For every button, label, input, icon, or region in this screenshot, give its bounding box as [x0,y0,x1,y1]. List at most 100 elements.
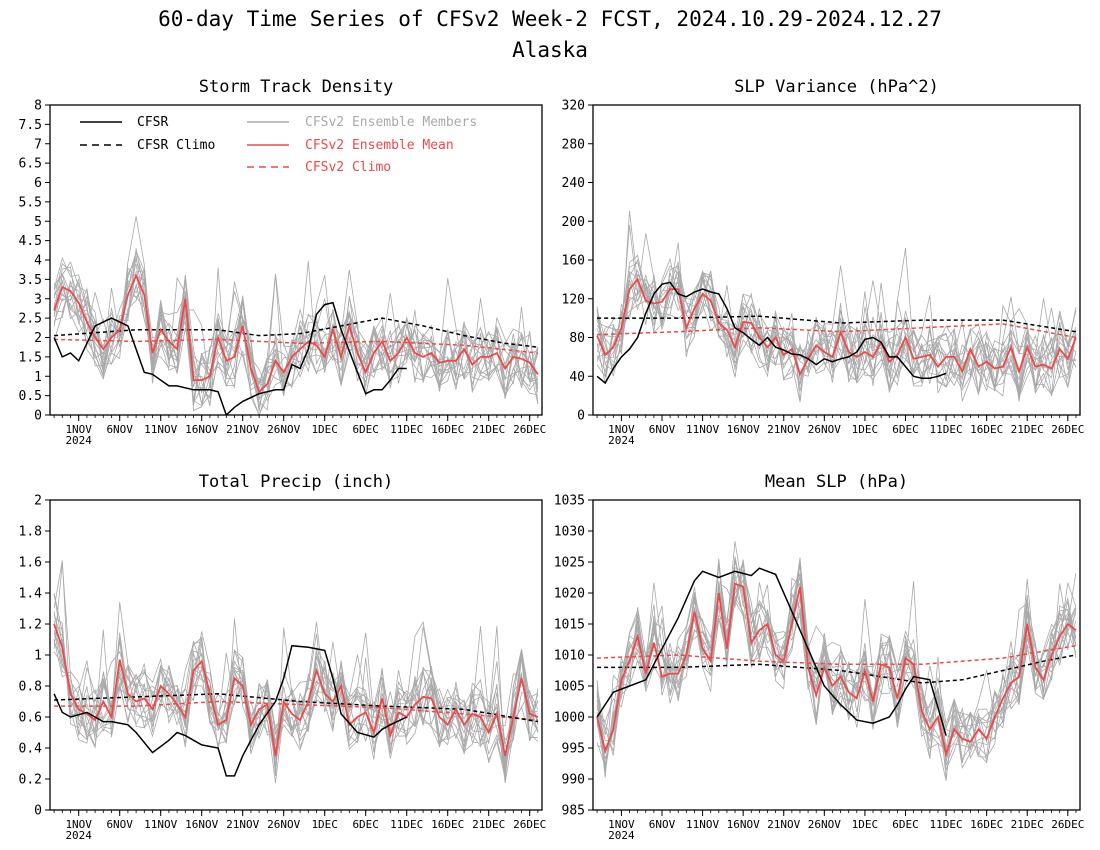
x-tick-label: 21NOV [226,423,259,436]
y-tick-label: 3 [34,292,42,307]
panel-title: Storm Track Density [199,77,393,97]
ensemble-member-line [596,265,1077,394]
y-tick-label: 160 [562,254,585,269]
x-tick-label: 26DEC [1051,818,1084,831]
y-tick-label: 8 [34,99,42,114]
x-tick-label: 1NOV [65,423,92,436]
ensemble-member-line [596,578,1077,756]
x-tick-label: 1NOV [65,818,92,831]
plot-frame [592,499,1081,811]
cfsv2-climo-line [54,700,538,721]
legend-ens-mean-label: CFSv2 Ensemble Mean [305,138,454,153]
x-year-label: 2024 [608,434,635,447]
ensemble-member-line [596,210,1077,387]
y-tick-label: 0.6 [19,711,42,726]
y-tick-label: 280 [562,137,585,152]
ensemble-member-line [596,261,1077,399]
y-tick-label: 1005 [554,680,585,695]
legend: CFSR CFSR Climo CFSv2 Ensemble Members C… [80,115,477,175]
plot-frame [49,499,543,811]
x-tick-label: 26DEC [1051,423,1084,436]
cfsv2-climo-line [54,338,538,354]
cfsv2-climo-line [597,644,1077,666]
cfsr-line [596,567,947,736]
x-tick-label: 21NOV [767,818,800,831]
panel-2: SLP Variance (hPa^2) 0 40 80 120 160 200 240 280… [562,77,1085,447]
x-tick-label: 11DEC [390,818,423,831]
x-tick-label: 6DEC [352,423,379,436]
y-tick-label: 2.5 [19,312,42,327]
y-tick-label: 200 [562,215,585,230]
x-tick-label: 16DEC [970,423,1003,436]
cfsr-line [53,644,408,777]
x-tick-label: 6NOV [649,423,676,436]
ensemble-member-line [53,262,539,412]
ensemble-member-line [53,256,539,411]
x-tick-label: 21NOV [767,423,800,436]
y-tick-label: 1.4 [19,587,43,602]
y-tick-label: 7.5 [19,118,42,133]
y-tick-label: 120 [562,292,585,307]
ensemble-mean-line [596,582,1077,758]
ensemble-mean-line [596,277,1077,377]
x-tick-label: 11NOV [686,818,719,831]
x-tick-label: 6NOV [649,818,676,831]
ensemble-mean-line [53,623,539,756]
x-tick-label: 6DEC [892,423,919,436]
panel-4: Mean SLP (hPa) 985 990 995 1000 1005 1010 1015 1… [554,472,1085,842]
x-tick-label: 11NOV [686,423,719,436]
x-tick-label: 11DEC [930,818,963,831]
x-tick-label: 16NOV [727,818,760,831]
cfsv2-climo-line [597,323,1077,339]
plot-area [53,560,539,784]
cfsr-line [53,301,407,415]
ensemble-member-line [596,233,1077,402]
y-tick-label: 1030 [554,525,585,540]
x-tick-label: 26DEC [513,423,546,436]
y-tick-label: 7 [34,137,42,152]
x-tick-label: 16DEC [970,818,1003,831]
panels: Storm Track Density 0 0.5 1 1.5 2 2.5 3 3.5 4 4.5 5… [19,77,1085,842]
x-tick-label: 6DEC [352,818,379,831]
plot-area [596,210,1077,403]
figure-subtitle: Alaska [512,38,588,62]
panel-1: Storm Track Density 0 0.5 1 1.5 2 2.5 3 3.5 4 4.5 5… [19,77,547,447]
y-tick-label: 4 [34,254,42,269]
x-tick-label: 21DEC [1011,423,1044,436]
ensemble-member-line [53,256,539,404]
x-tick-label: 6DEC [892,818,919,831]
y-tick-label: 1035 [554,494,585,509]
y-tick-label: 2 [34,331,42,346]
x-tick-label: 1DEC [852,818,879,831]
y-tick-label: 3.5 [19,273,42,288]
ensemble-member-line [596,563,1077,762]
figure-title: 60-day Time Series of CFSv2 Week-2 FCST,… [158,7,942,31]
ensemble-member-line [596,566,1077,767]
x-tick-label: 26NOV [267,423,300,436]
y-tick-label: 1020 [554,587,585,602]
y-tick-label: 0 [577,409,585,424]
x-tick-label: 21DEC [472,818,505,831]
y-tick-label: 40 [569,370,585,385]
legend-cfsr-climo-label: CFSR Climo [137,138,215,153]
x-tick-label: 16DEC [431,818,464,831]
ensemble-member-line [54,269,538,401]
panel-title: SLP Variance (hPa^2) [734,77,939,97]
y-tick-label: 1015 [554,618,585,633]
y-tick-label: 6 [34,176,42,191]
cfsr-climo-line [54,693,539,723]
x-tick-label: 1DEC [311,818,338,831]
x-tick-label: 21DEC [472,423,505,436]
y-tick-label: 1010 [554,649,585,664]
y-tick-label: 0.2 [19,773,42,788]
y-tick-label: 1 [34,649,42,664]
y-tick-label: 320 [562,99,585,114]
ensemble-member-line [53,251,539,406]
cfsr-line [596,281,947,385]
cfsr-climo-line [597,654,1077,684]
y-tick-label: 0.5 [19,389,42,404]
legend-cfsv2-climo-label: CFSv2 Climo [305,160,391,175]
y-tick-label: 995 [562,742,585,757]
x-tick-label: 11NOV [144,423,177,436]
